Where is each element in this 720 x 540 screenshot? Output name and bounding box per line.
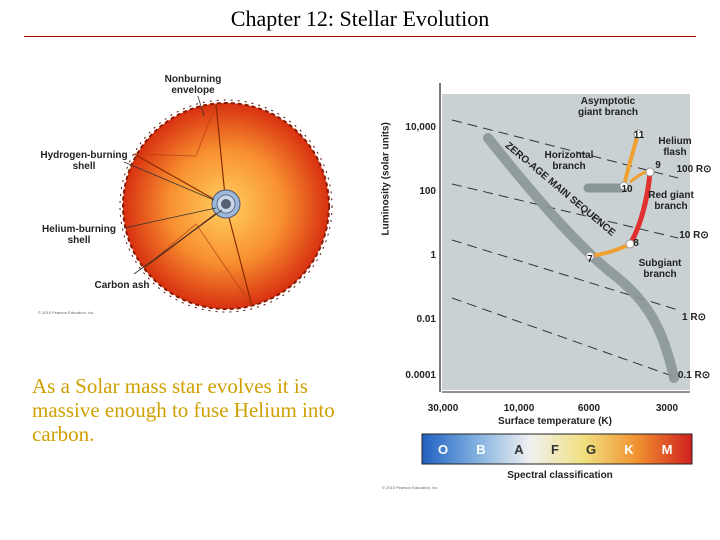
y-tick-10000: 10,000 — [405, 122, 436, 133]
label-helium-flash: Helium flash — [658, 136, 692, 158]
y-tick-100: 100 — [419, 186, 436, 197]
hr-diagram — [421, 83, 693, 465]
label-carbon-ash: Carbon ash — [94, 280, 150, 291]
star-cross-section — [119, 96, 333, 313]
label-hydrogen-burning-shell: Hydrogen-burning shell — [40, 150, 128, 172]
slide-title: Chapter 12: Stellar Evolution — [230, 6, 490, 31]
spectral-class-b: B — [476, 442, 486, 457]
slide-caption: As a Solar mass star evolves it is massi… — [32, 374, 335, 446]
radius-10: 10 R⊙ — [679, 230, 709, 241]
title-divider — [24, 36, 696, 37]
label-nonburning-envelope: Nonburning envelope — [164, 74, 222, 96]
spectral-class-a: A — [514, 442, 524, 457]
y-tick-0.01: 0.01 — [416, 314, 436, 325]
label-subgiant-branch: Subgiant branch — [638, 258, 682, 280]
label-asymptotic-giant-branch: Asymptotic giant branch — [577, 96, 638, 118]
red-giant-track — [627, 171, 653, 246]
radius-1: 1 R⊙ — [682, 312, 706, 323]
radius-0.1: 0.1 R⊙ — [677, 370, 711, 381]
spectral-bar — [421, 433, 693, 465]
y-tick-0.0001: 0.0001 — [405, 370, 436, 381]
y-tick-1: 1 — [430, 250, 436, 261]
label-helium-burning-shell: Helium-burning shell — [42, 224, 116, 246]
stage-11: 11 — [633, 130, 645, 141]
hr-copyright: © 2010 Pearson Education, Inc. — [382, 485, 439, 490]
plot-area — [442, 94, 690, 390]
spectral-class-g: G — [585, 442, 597, 457]
x-tick-6000: 6000 — [577, 403, 601, 414]
y-axis-label: Luminosity (solar units) — [380, 122, 392, 236]
carbon-ash-core — [221, 199, 231, 209]
stage-7: 7 — [587, 254, 593, 265]
radius-100: 100 R⊙ — [676, 164, 712, 175]
spectral-class-k: K — [624, 442, 634, 457]
spectral-classification-label: Spectral classification — [507, 470, 613, 481]
stage-8: 8 — [633, 238, 639, 249]
spectral-class-m: M — [661, 442, 673, 457]
spectral-class-o: O — [437, 442, 449, 457]
x-axis-label: Surface temperature (K) — [498, 416, 612, 427]
star-copyright: © 2010 Pearson Education, Inc. — [38, 310, 95, 315]
label-red-giant-branch: Red giant branch — [648, 190, 694, 212]
x-tick-10000: 10,000 — [503, 403, 535, 414]
label-horizontal-branch: Horizontal branch — [544, 150, 594, 172]
stage-9: 9 — [655, 160, 661, 171]
x-tick-3000: 3000 — [655, 403, 679, 414]
stage-10: 10 — [621, 184, 633, 195]
main-sequence-band — [483, 133, 679, 383]
x-tick-30000: 30,000 — [427, 403, 459, 414]
spectral-class-f: F — [551, 442, 559, 457]
